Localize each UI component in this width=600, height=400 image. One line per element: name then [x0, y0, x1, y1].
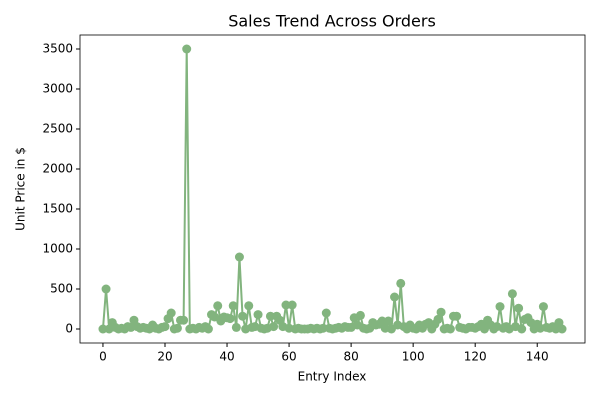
data-point — [557, 324, 567, 334]
y-tick-label: 500 — [50, 282, 73, 296]
y-tick-label: 3000 — [42, 82, 73, 96]
y-tick-label: 2500 — [42, 122, 73, 136]
data-point — [182, 44, 192, 54]
x-tick-label: 100 — [402, 350, 425, 364]
data-point — [383, 316, 393, 326]
y-tick-label: 1000 — [42, 242, 73, 256]
x-tick-label: 20 — [157, 350, 172, 364]
data-point — [445, 324, 455, 334]
y-tick-label: 2000 — [42, 162, 73, 176]
chart-title: Sales Trend Across Orders — [228, 12, 436, 31]
x-axis-label: Entry Index — [298, 370, 367, 384]
data-point — [231, 322, 241, 332]
x-tick-label: 60 — [281, 350, 296, 364]
data-point — [495, 302, 505, 312]
data-point — [281, 300, 291, 310]
data-point — [234, 252, 244, 262]
data-line — [101, 48, 563, 333]
data-point — [507, 289, 517, 299]
data-point — [517, 324, 527, 334]
data-point — [244, 301, 254, 311]
data-point — [514, 303, 524, 313]
data-point — [160, 322, 170, 332]
data-point — [265, 311, 275, 321]
x-tick-label: 0 — [99, 350, 107, 364]
data-point — [452, 311, 462, 321]
data-point — [390, 292, 400, 302]
data-point — [436, 307, 446, 317]
y-axis-label: Unit Price in $ — [14, 147, 28, 231]
data-point — [377, 316, 387, 326]
y-tick-label: 3500 — [42, 42, 73, 56]
data-point — [433, 314, 443, 324]
y-tick-label: 1500 — [42, 202, 73, 216]
plot-frame — [79, 34, 586, 344]
data-point — [238, 311, 248, 321]
x-tick-label: 120 — [464, 350, 487, 364]
data-point — [203, 324, 213, 334]
x-tick-label: 140 — [526, 350, 549, 364]
y-tick-label: 0 — [65, 322, 73, 336]
data-point — [172, 323, 182, 333]
data-point — [228, 301, 238, 311]
data-point — [355, 310, 365, 320]
x-tick-label: 80 — [343, 350, 358, 364]
data-point — [253, 310, 263, 320]
data-point — [225, 314, 235, 324]
data-point — [213, 301, 223, 311]
x-tick-label: 40 — [219, 350, 234, 364]
data-point — [287, 300, 297, 310]
data-point — [396, 278, 406, 288]
data-point — [101, 284, 111, 294]
data-point — [269, 322, 279, 332]
data-point — [166, 308, 176, 318]
data-point — [538, 302, 548, 312]
data-point — [321, 308, 331, 318]
data-point — [318, 323, 328, 333]
data-point — [98, 324, 108, 334]
data-point — [179, 315, 189, 325]
